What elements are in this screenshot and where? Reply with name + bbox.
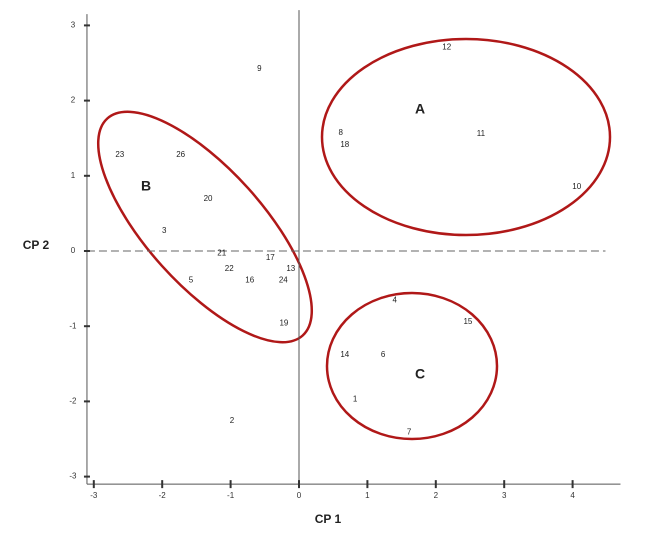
- x-tick-label: -3: [90, 491, 98, 500]
- x-tick-label: -2: [159, 491, 167, 500]
- point-label: 23: [115, 150, 124, 159]
- y-axis-label: CP 2: [23, 238, 50, 252]
- cluster-label: B: [141, 178, 151, 194]
- point-label: 10: [572, 182, 581, 191]
- x-tick-label: 0: [297, 491, 302, 500]
- point-label: 8: [338, 128, 343, 137]
- point-label: 18: [340, 140, 349, 149]
- x-tick-label: 1: [365, 491, 370, 500]
- point-label: 17: [266, 253, 275, 262]
- point-label: 13: [286, 264, 295, 273]
- point-label: 22: [225, 264, 234, 273]
- point-label: 26: [176, 150, 185, 159]
- y-tick-label: 1: [71, 171, 76, 180]
- y-tick-label: -3: [69, 472, 77, 481]
- y-tick-label: -1: [69, 321, 77, 330]
- y-tick-label: -2: [69, 397, 77, 406]
- point-label: 12: [442, 42, 451, 51]
- cluster-label: C: [415, 366, 425, 382]
- cluster-ellipse: [325, 291, 499, 441]
- point-label: 4: [393, 296, 398, 305]
- cluster-label: A: [415, 101, 425, 117]
- point-label: 14: [340, 350, 349, 359]
- point-label: 11: [477, 129, 486, 138]
- point-label: 3: [162, 226, 167, 235]
- x-tick-label: 4: [570, 491, 575, 500]
- point-label: 5: [189, 275, 194, 284]
- x-axis-label: CP 1: [315, 512, 342, 526]
- point-label: 6: [381, 350, 386, 359]
- y-tick-label: 2: [71, 96, 76, 105]
- point-label: 20: [204, 194, 213, 203]
- y-tick-label: 0: [71, 246, 76, 255]
- point-label: 7: [407, 427, 412, 436]
- x-tick-label: 2: [434, 491, 439, 500]
- cluster-ellipse: [320, 37, 612, 237]
- cluster-ellipse: [96, 110, 314, 344]
- point-label: 15: [463, 317, 472, 326]
- point-label: 19: [279, 318, 288, 327]
- point-label: 1: [353, 394, 358, 403]
- x-tick-label: 3: [502, 491, 507, 500]
- point-label: 9: [257, 64, 262, 73]
- point-label: 16: [245, 275, 254, 284]
- point-label: 24: [279, 275, 288, 284]
- x-tick-label: -1: [227, 491, 235, 500]
- point-label: 2: [230, 416, 235, 425]
- point-label: 21: [217, 248, 226, 257]
- y-tick-label: 3: [71, 21, 76, 30]
